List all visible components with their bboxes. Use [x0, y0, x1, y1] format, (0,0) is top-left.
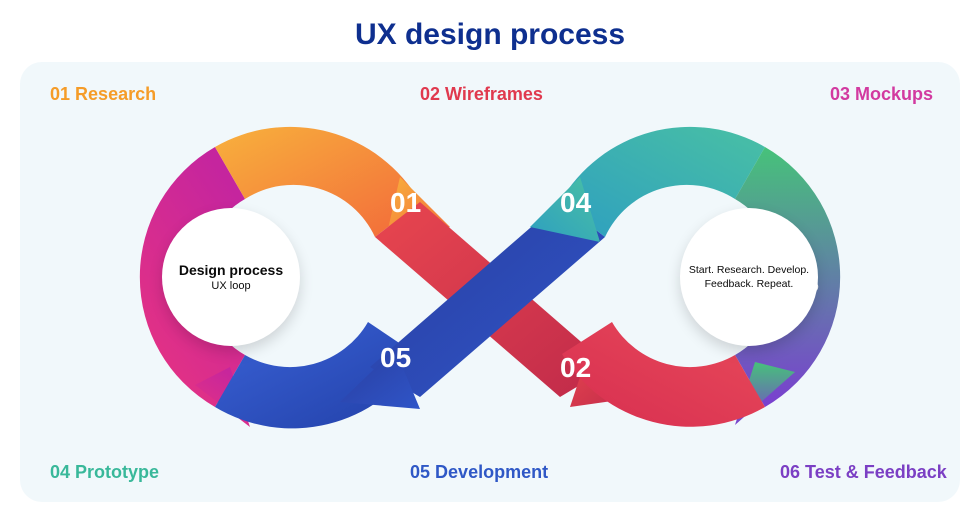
diagram-panel: 01 Research 02 Wireframes 03 Mockups 04 … — [20, 62, 960, 502]
label-mockups-num: 03 — [830, 84, 850, 104]
segnum-05: 05 — [380, 342, 411, 373]
hub-left: Design process UX loop — [162, 208, 300, 346]
label-prototype-text: Prototype — [75, 462, 159, 482]
segnum-04: 04 — [560, 187, 592, 218]
label-research-num: 01 — [50, 84, 70, 104]
label-research-text: Research — [75, 84, 156, 104]
segnum-01: 01 — [390, 187, 421, 218]
label-wireframes-text: Wireframes — [445, 84, 543, 104]
label-prototype: 04 Prototype — [50, 462, 159, 483]
hub-right-line2: Feedback. Repeat. — [705, 277, 794, 291]
hub-right-line1: Start. Research. Develop. — [689, 263, 809, 277]
label-research: 01 Research — [50, 84, 156, 105]
label-feedback: 06 Test & Feedback — [780, 462, 947, 483]
label-wireframes: 02 Wireframes — [420, 84, 543, 105]
hub-right: Start. Research. Develop. Feedback. Repe… — [680, 208, 818, 346]
label-mockups: 03 Mockups — [830, 84, 933, 105]
label-development-text: Development — [435, 462, 548, 482]
infinity-diagram: 01 05 06 04 03 02 — [20, 117, 960, 437]
label-feedback-num: 06 — [780, 462, 800, 482]
hub-left-subtitle: UX loop — [211, 280, 250, 292]
label-development: 05 Development — [410, 462, 548, 483]
hub-left-title: Design process — [179, 262, 283, 278]
page-title: UX design process — [0, 0, 980, 62]
label-prototype-num: 04 — [50, 462, 70, 482]
label-development-num: 05 — [410, 462, 430, 482]
label-feedback-text: Test & Feedback — [805, 462, 947, 482]
label-wireframes-num: 02 — [420, 84, 440, 104]
label-mockups-text: Mockups — [855, 84, 933, 104]
segnum-02: 02 — [560, 352, 591, 383]
